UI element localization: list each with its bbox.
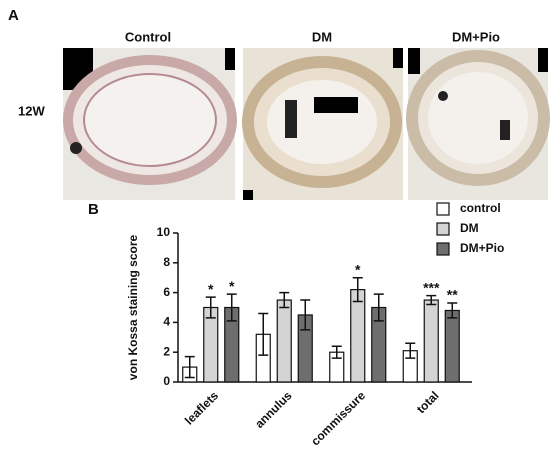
significance-label: ***: [423, 279, 440, 295]
error-bar: [184, 355, 195, 379]
legend-label: control: [460, 201, 501, 215]
y-axis-label: von Kossa staining score: [126, 234, 140, 380]
y-tick-label: 2: [163, 344, 170, 358]
micrograph: [63, 48, 237, 200]
bar: [444, 309, 460, 383]
legend-swatch: [436, 222, 450, 236]
panel-label: B: [88, 201, 99, 218]
significance-label: *: [229, 278, 235, 294]
error-bar: [226, 293, 237, 322]
x-tick-label: leaflets: [182, 388, 221, 427]
column-title: DM+Pio: [452, 29, 500, 44]
legend-label: DM+Pio: [460, 241, 504, 255]
bar: [350, 289, 366, 383]
y-tick-label: 0: [163, 374, 170, 388]
column-title: DM: [312, 29, 332, 44]
bar-chart: 0 2 4 6 8 10 von Kossa staining score leaflets *…: [126, 201, 504, 448]
panel-label: A: [8, 7, 19, 24]
error-bar: [258, 312, 269, 356]
significance-label: *: [208, 281, 214, 297]
y-tick-label: 4: [163, 315, 170, 329]
y-tick-label: 10: [157, 225, 171, 239]
micrograph: [406, 48, 550, 200]
error-bar: [331, 345, 342, 359]
error-bar: [205, 296, 216, 319]
micrograph: [242, 48, 403, 200]
bar: [423, 299, 439, 383]
error-bar: [405, 342, 416, 359]
y-tick-label: 8: [163, 255, 170, 269]
legend-label: DM: [460, 221, 479, 235]
x-tick-label: total: [414, 388, 442, 416]
significance-label: **: [447, 287, 458, 303]
column-title: Control: [125, 29, 171, 44]
x-tick-label: commissure: [308, 388, 368, 448]
significance-label: *: [355, 261, 361, 277]
legend-swatch: [436, 242, 450, 256]
y-tick-label: 6: [163, 285, 170, 299]
error-bar: [300, 299, 311, 331]
bar: [276, 299, 292, 383]
error-bar: [373, 293, 384, 322]
legend-swatch: [436, 202, 450, 216]
error-bar: [426, 294, 437, 306]
row-label: 12W: [18, 103, 45, 118]
error-bar: [447, 302, 458, 319]
error-bar: [279, 291, 290, 309]
error-bar: [352, 276, 363, 303]
x-tick-label: annulus: [252, 388, 295, 431]
